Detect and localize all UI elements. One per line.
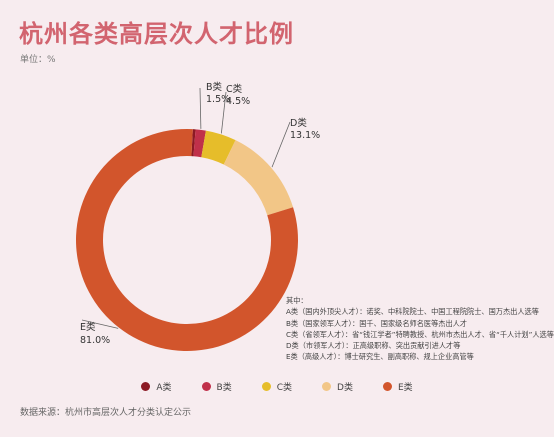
legend-swatch-a xyxy=(141,382,151,391)
slice-b xyxy=(193,129,206,158)
slice-label-b: B类 xyxy=(206,81,223,93)
notes-block: 其中： A类（国内外顶尖人才）：诺奖、中科院院士、中国工程院院士、国万杰出人选等… xyxy=(286,295,554,363)
note-line-d: D类（市领军人才）：正高级职称、突出贡献引进人才等 xyxy=(286,341,461,351)
legend-item-b: B类 xyxy=(201,380,232,393)
leader-line-d xyxy=(271,121,291,168)
legend-item-a: A类 xyxy=(141,380,172,393)
note-line-c: C类（省领军人才）：省“钱江学者”特聘教授、杭州市杰出人才、省“千人计划”人选等 xyxy=(286,329,554,339)
legend-label-a: A类 xyxy=(156,383,172,393)
legend-swatch-d xyxy=(322,382,332,391)
legend-label-d: D类 xyxy=(337,383,353,393)
legend-swatch-e xyxy=(382,382,392,391)
unit-label: 单位：% xyxy=(20,55,56,65)
slice-value-b: 1.5% xyxy=(206,94,230,105)
note-line-e: E类（高级人才）：博士研究生、副高职称、规上企业高管等 xyxy=(286,352,474,362)
slice-label-c: C类 xyxy=(226,83,243,95)
chart-title: 杭州各类高层次人才比例 xyxy=(19,20,294,48)
slice-label-e: E类 xyxy=(80,321,96,333)
slice-value-c: 4.5% xyxy=(226,96,250,107)
slice-label-d: D类 xyxy=(290,117,307,129)
legend-item-e: E类 xyxy=(382,380,413,393)
note-line-a: A类（国内外顶尖人才）：诺奖、中科院院士、中国工程院院士、国万杰出人选等 xyxy=(286,307,539,317)
leader-line-c xyxy=(220,91,227,134)
slice-c xyxy=(201,130,236,165)
legend-swatch-b xyxy=(201,382,211,391)
legend-label-e: E类 xyxy=(397,383,413,393)
legend-label-c: C类 xyxy=(276,383,293,393)
legend-swatch-c xyxy=(261,382,271,391)
source-note: 数据来源：杭州市高层次人才分类认定公示 xyxy=(20,408,192,418)
legend-label-b: B类 xyxy=(216,383,232,393)
notes-heading: 其中： xyxy=(286,296,308,305)
slice-value-e: 81.0% xyxy=(80,335,110,346)
legend-item-d: D类 xyxy=(322,380,353,393)
legend: A类 B类 C类 D类 E类 xyxy=(0,380,554,393)
slice-d xyxy=(223,140,294,216)
slice-a xyxy=(191,129,196,157)
leader-line-b xyxy=(199,87,202,129)
legend-item-c: C类 xyxy=(261,380,293,393)
note-line-b: B类（国家领军人才）：国千、国家级名师名医等杰出人才 xyxy=(286,318,468,328)
leader-line-e xyxy=(81,319,119,329)
slice-value-d: 13.1% xyxy=(290,130,320,141)
